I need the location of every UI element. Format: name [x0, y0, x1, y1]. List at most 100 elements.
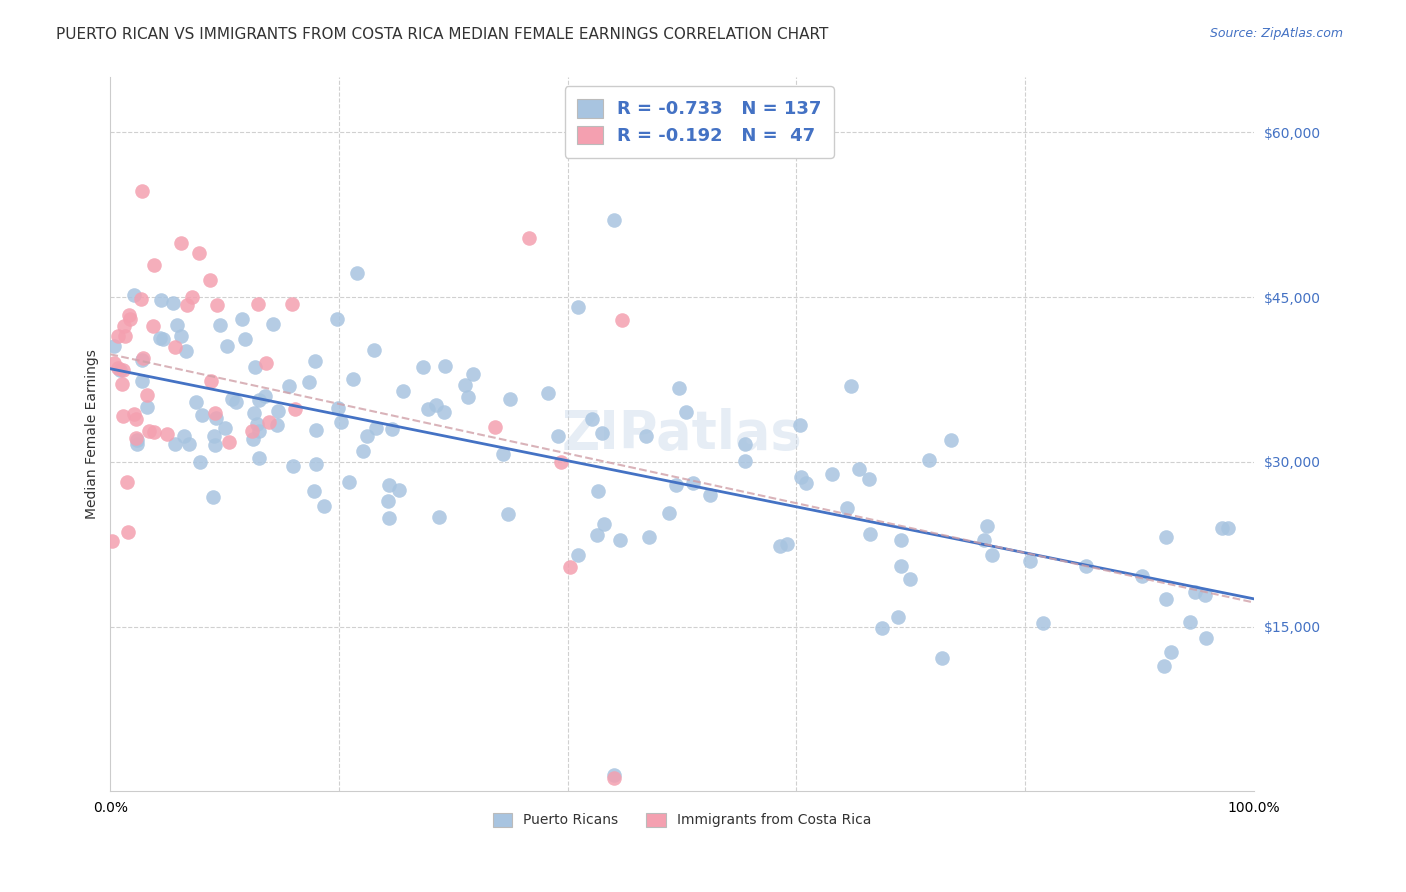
Point — [931, 650, 953, 665]
Point — [127, 433, 149, 447]
Point — [129, 292, 152, 306]
Point — [166, 318, 188, 332]
Point — [890, 533, 912, 547]
Point — [337, 475, 360, 489]
Point — [304, 483, 326, 498]
Point — [328, 401, 350, 416]
Point — [247, 296, 270, 310]
Point — [1211, 521, 1233, 535]
Point — [517, 231, 540, 245]
Point — [675, 405, 697, 419]
Point — [776, 537, 799, 551]
Point — [835, 500, 858, 515]
Point — [636, 429, 658, 443]
Point — [114, 329, 136, 343]
Point — [496, 507, 519, 521]
Point — [980, 549, 1002, 563]
Point — [187, 246, 209, 260]
Point — [280, 297, 302, 311]
Point — [131, 374, 153, 388]
Point — [416, 402, 439, 417]
Point — [209, 318, 232, 333]
Point — [180, 289, 202, 303]
Point — [484, 420, 506, 434]
Point — [433, 359, 456, 373]
Point — [425, 399, 447, 413]
Point — [558, 559, 581, 574]
Point — [131, 184, 153, 198]
Point — [110, 363, 132, 377]
Point — [122, 408, 145, 422]
Point — [107, 361, 129, 376]
Point — [1130, 569, 1153, 583]
Point — [205, 411, 228, 425]
Point — [794, 475, 817, 490]
Point — [567, 301, 589, 315]
Point — [177, 436, 200, 450]
Point — [149, 293, 172, 307]
Point — [887, 610, 910, 624]
Point — [217, 338, 239, 352]
Point — [162, 296, 184, 310]
Point — [550, 455, 572, 469]
Point — [107, 329, 129, 343]
Point — [1153, 659, 1175, 673]
Point — [118, 308, 141, 322]
Point — [391, 384, 413, 399]
Point — [142, 319, 165, 334]
Point — [537, 386, 560, 401]
Point — [427, 510, 450, 524]
Point — [1194, 588, 1216, 602]
Point — [131, 353, 153, 368]
Point — [132, 351, 155, 366]
Point — [173, 429, 195, 443]
Point — [976, 519, 998, 533]
Point — [117, 525, 139, 540]
Point — [1076, 559, 1098, 574]
Point — [602, 768, 624, 782]
Point — [1019, 553, 1042, 567]
Point — [138, 424, 160, 438]
Point — [586, 527, 609, 541]
Point — [112, 409, 135, 423]
Point — [668, 381, 690, 395]
Point — [112, 319, 135, 334]
Point — [247, 425, 270, 439]
Point — [111, 377, 134, 392]
Point — [769, 539, 792, 553]
Point — [204, 437, 226, 451]
Point — [973, 533, 995, 548]
Point — [254, 356, 277, 370]
Point — [638, 530, 661, 544]
Point — [699, 488, 721, 502]
Point — [127, 437, 149, 451]
Point — [143, 258, 166, 272]
Point — [330, 415, 353, 429]
Point — [200, 272, 222, 286]
Legend: Puerto Ricans, Immigrants from Costa Rica: Puerto Ricans, Immigrants from Costa Ric… — [486, 805, 879, 834]
Point — [388, 483, 411, 497]
Point — [547, 429, 569, 443]
Point — [152, 332, 174, 346]
Point — [124, 288, 146, 302]
Point — [103, 356, 125, 370]
Point — [246, 417, 269, 432]
Point — [243, 359, 266, 374]
Point — [848, 462, 870, 476]
Point — [174, 343, 197, 358]
Point — [267, 404, 290, 418]
Point — [221, 392, 243, 407]
Point — [839, 379, 862, 393]
Point — [231, 312, 253, 326]
Point — [170, 235, 193, 250]
Text: PUERTO RICAN VS IMMIGRANTS FROM COSTA RICA MEDIAN FEMALE EARNINGS CORRELATION CH: PUERTO RICAN VS IMMIGRANTS FROM COSTA RI… — [56, 27, 828, 42]
Point — [352, 443, 374, 458]
Point — [665, 477, 688, 491]
Point — [821, 467, 844, 481]
Point — [304, 354, 326, 368]
Point — [378, 478, 401, 492]
Point — [363, 343, 385, 357]
Point — [734, 436, 756, 450]
Point — [326, 311, 349, 326]
Point — [364, 420, 387, 434]
